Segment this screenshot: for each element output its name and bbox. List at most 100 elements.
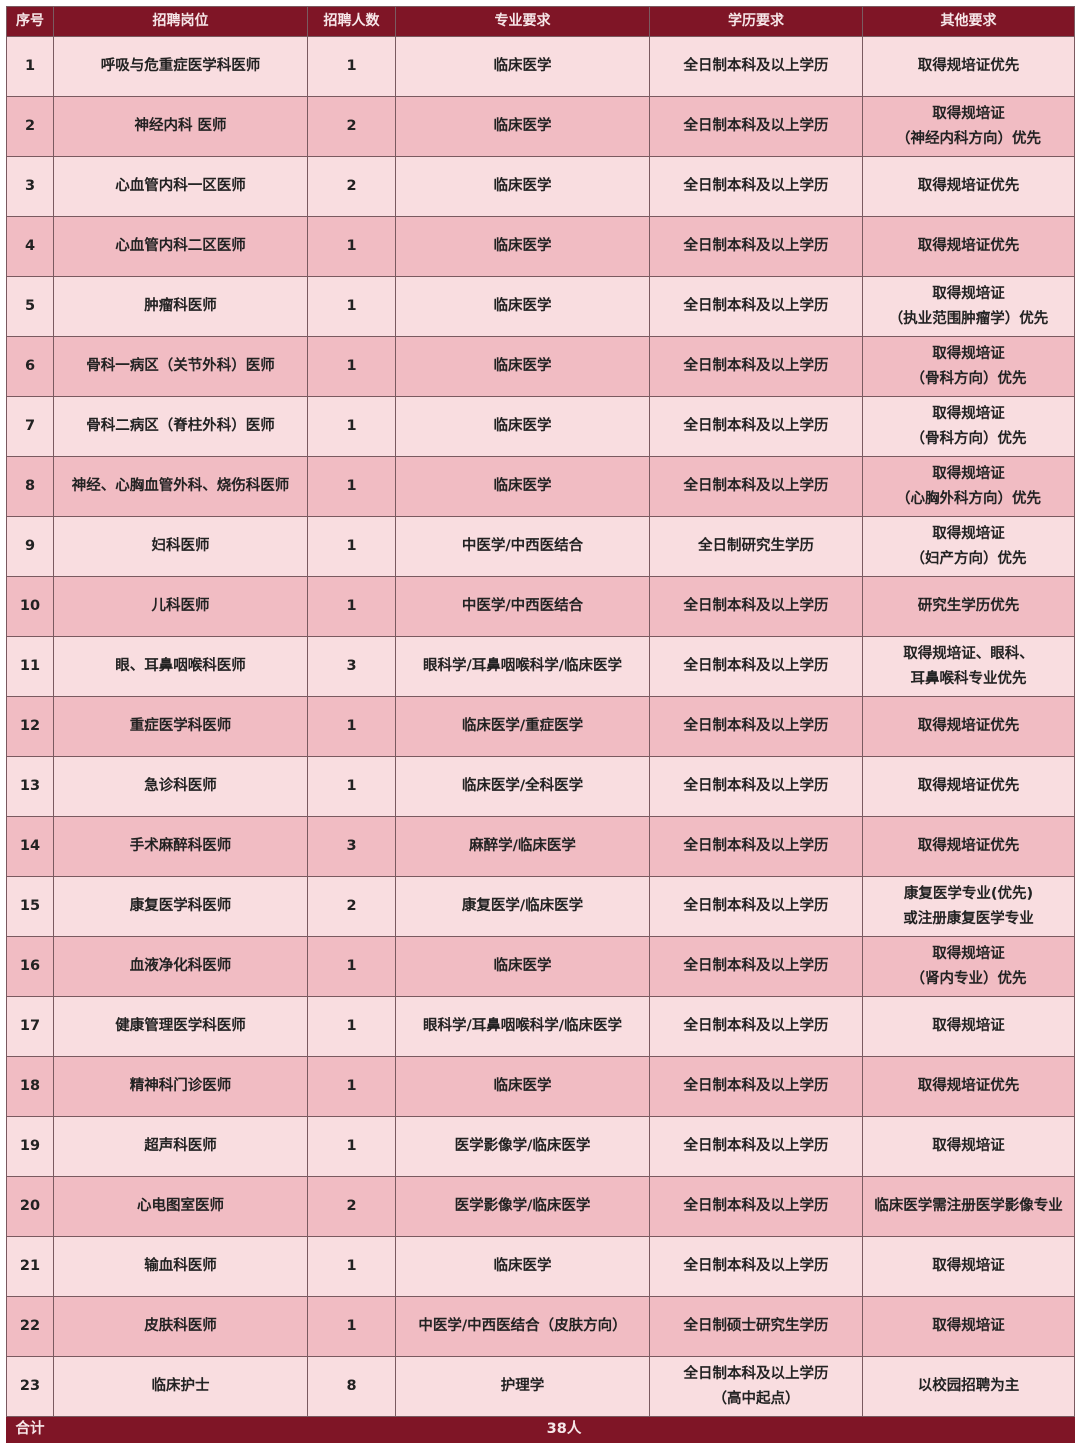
cell-count: 8: [307, 1356, 396, 1417]
cell-position: 康复医学科医师: [53, 876, 308, 937]
cell-position: 眼、耳鼻咽喉科医师: [53, 636, 308, 697]
cell-index: 17: [6, 996, 54, 1057]
cell-position: 急诊科医师: [53, 756, 308, 817]
cell-major: 临床医学: [395, 1056, 650, 1117]
total-row: 合计 38人: [6, 1416, 1075, 1443]
cell-major: 临床医学: [395, 456, 650, 517]
cell-count: 2: [307, 1176, 396, 1237]
table-row: 9 妇科医师 1 中医学/中西医结合 全日制研究生学历 取得规培证 （妇产方向）优先: [6, 516, 1075, 577]
table-row: 19 超声科医师 1 医学影像学/临床医学 全日制本科及以上学历 取得规培证: [6, 1116, 1075, 1177]
total-value: 38人: [53, 1416, 1075, 1443]
cell-education: 全日制本科及以上学历: [649, 1056, 863, 1117]
table-row: 12 重症医学科医师 1 临床医学/重症医学 全日制本科及以上学历 取得规培证优先: [6, 696, 1075, 757]
cell-count: 1: [307, 396, 396, 457]
header-count: 招聘人数: [307, 6, 396, 37]
cell-education: 全日制本科及以上学历: [649, 396, 863, 457]
cell-other: 取得规培证优先: [862, 816, 1075, 877]
cell-count: 1: [307, 1116, 396, 1177]
cell-index: 20: [6, 1176, 54, 1237]
table-row: 2 神经内科 医师 2 临床医学 全日制本科及以上学历 取得规培证 （神经内科方向）优先: [6, 96, 1075, 157]
cell-count: 1: [307, 516, 396, 577]
cell-count: 3: [307, 636, 396, 697]
cell-position: 重症医学科医师: [53, 696, 308, 757]
cell-other: 取得规培证优先: [862, 696, 1075, 757]
cell-education: 全日制本科及以上学历: [649, 1116, 863, 1177]
table-row: 10 儿科医师 1 中医学/中西医结合 全日制本科及以上学历 研究生学历优先: [6, 576, 1075, 637]
cell-major: 临床医学: [395, 216, 650, 277]
cell-education: 全日制本科及以上学历: [649, 936, 863, 997]
cell-education: 全日制本科及以上学历: [649, 156, 863, 217]
cell-other: 取得规培证 （肾内专业）优先: [862, 936, 1075, 997]
cell-position: 手术麻醉科医师: [53, 816, 308, 877]
cell-other: 临床医学需注册医学影像专业: [862, 1176, 1075, 1237]
cell-count: 2: [307, 156, 396, 217]
cell-education: 全日制本科及以上学历: [649, 996, 863, 1057]
cell-position: 骨科一病区（关节外科）医师: [53, 336, 308, 397]
cell-education: 全日制研究生学历: [649, 516, 863, 577]
cell-count: 1: [307, 1236, 396, 1297]
cell-index: 6: [6, 336, 54, 397]
cell-other: 取得规培证: [862, 1296, 1075, 1357]
table-row: 1 呼吸与危重症医学科医师 1 临床医学 全日制本科及以上学历 取得规培证优先: [6, 36, 1075, 97]
cell-position: 神经内科 医师: [53, 96, 308, 157]
cell-education: 全日制本科及以上学历: [649, 576, 863, 637]
cell-major: 临床医学: [395, 156, 650, 217]
cell-index: 12: [6, 696, 54, 757]
table-row: 15 康复医学科医师 2 康复医学/临床医学 全日制本科及以上学历 康复医学专业(优先) …: [6, 876, 1075, 937]
cell-position: 输血科医师: [53, 1236, 308, 1297]
cell-count: 1: [307, 36, 396, 97]
cell-count: 1: [307, 696, 396, 757]
cell-major: 临床医学: [395, 336, 650, 397]
cell-index: 13: [6, 756, 54, 817]
cell-education: 全日制本科及以上学历: [649, 636, 863, 697]
cell-index: 4: [6, 216, 54, 277]
cell-education: 全日制本科及以上学历: [649, 216, 863, 277]
table-row: 20 心电图室医师 2 医学影像学/临床医学 全日制本科及以上学历 临床医学需注册医学影像…: [6, 1176, 1075, 1237]
cell-education: 全日制本科及以上学历: [649, 816, 863, 877]
cell-position: 超声科医师: [53, 1116, 308, 1177]
cell-education: 全日制本科及以上学历: [649, 756, 863, 817]
cell-position: 精神科门诊医师: [53, 1056, 308, 1117]
cell-other: 研究生学历优先: [862, 576, 1075, 637]
cell-index: 18: [6, 1056, 54, 1117]
cell-education: 全日制本科及以上学历: [649, 1236, 863, 1297]
cell-education: 全日制本科及以上学历: [649, 336, 863, 397]
cell-index: 21: [6, 1236, 54, 1297]
cell-count: 3: [307, 816, 396, 877]
cell-count: 1: [307, 1296, 396, 1357]
table-row: 21 输血科医师 1 临床医学 全日制本科及以上学历 取得规培证: [6, 1236, 1075, 1297]
cell-index: 11: [6, 636, 54, 697]
cell-count: 1: [307, 576, 396, 637]
cell-major: 临床医学: [395, 96, 650, 157]
table-row: 5 肿瘤科医师 1 临床医学 全日制本科及以上学历 取得规培证 （执业范围肿瘤学）优先: [6, 276, 1075, 337]
cell-other: 取得规培证优先: [862, 756, 1075, 817]
cell-index: 14: [6, 816, 54, 877]
table-row: 16 血液净化科医师 1 临床医学 全日制本科及以上学历 取得规培证 （肾内专业）优先: [6, 936, 1075, 997]
cell-education: 全日制本科及以上学历: [649, 696, 863, 757]
cell-other: 取得规培证优先: [862, 1056, 1075, 1117]
cell-index: 9: [6, 516, 54, 577]
cell-major: 眼科学/耳鼻咽喉科学/临床医学: [395, 996, 650, 1057]
cell-count: 1: [307, 756, 396, 817]
cell-major: 临床医学/全科医学: [395, 756, 650, 817]
table-row: 7 骨科二病区（脊柱外科）医师 1 临床医学 全日制本科及以上学历 取得规培证 （骨科方向…: [6, 396, 1075, 457]
cell-index: 3: [6, 156, 54, 217]
cell-other: 取得规培证 （执业范围肿瘤学）优先: [862, 276, 1075, 337]
cell-count: 2: [307, 96, 396, 157]
cell-index: 5: [6, 276, 54, 337]
cell-major: 中医学/中西医结合: [395, 576, 650, 637]
cell-other: 取得规培证: [862, 1236, 1075, 1297]
table-row: 18 精神科门诊医师 1 临床医学 全日制本科及以上学历 取得规培证优先: [6, 1056, 1075, 1117]
cell-other: 取得规培证 （妇产方向）优先: [862, 516, 1075, 577]
cell-count: 1: [307, 336, 396, 397]
cell-position: 健康管理医学科医师: [53, 996, 308, 1057]
cell-index: 22: [6, 1296, 54, 1357]
cell-major: 眼科学/耳鼻咽喉科学/临床医学: [395, 636, 650, 697]
cell-other: 取得规培证 （神经内科方向）优先: [862, 96, 1075, 157]
header-major: 专业要求: [395, 6, 650, 37]
table-row: 14 手术麻醉科医师 3 麻醉学/临床医学 全日制本科及以上学历 取得规培证优先: [6, 816, 1075, 877]
cell-index: 15: [6, 876, 54, 937]
cell-index: 16: [6, 936, 54, 997]
cell-education: 全日制本科及以上学历: [649, 876, 863, 937]
table-row: 22 皮肤科医师 1 中医学/中西医结合（皮肤方向） 全日制硕士研究生学历 取得规培证: [6, 1296, 1075, 1357]
